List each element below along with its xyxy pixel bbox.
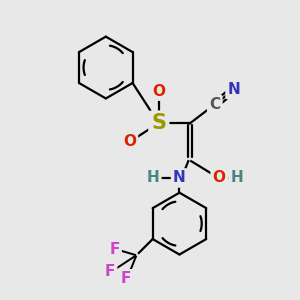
Text: H: H xyxy=(147,170,159,185)
Text: O: O xyxy=(123,134,136,149)
Text: F: F xyxy=(105,264,115,279)
Text: F: F xyxy=(109,242,120,257)
Text: S: S xyxy=(151,113,166,134)
Text: N: N xyxy=(173,170,186,185)
Text: O: O xyxy=(152,84,165,99)
Text: F: F xyxy=(121,271,131,286)
Text: N: N xyxy=(227,82,240,97)
Text: C: C xyxy=(209,97,220,112)
Text: O: O xyxy=(213,170,226,185)
Text: H: H xyxy=(230,170,243,185)
